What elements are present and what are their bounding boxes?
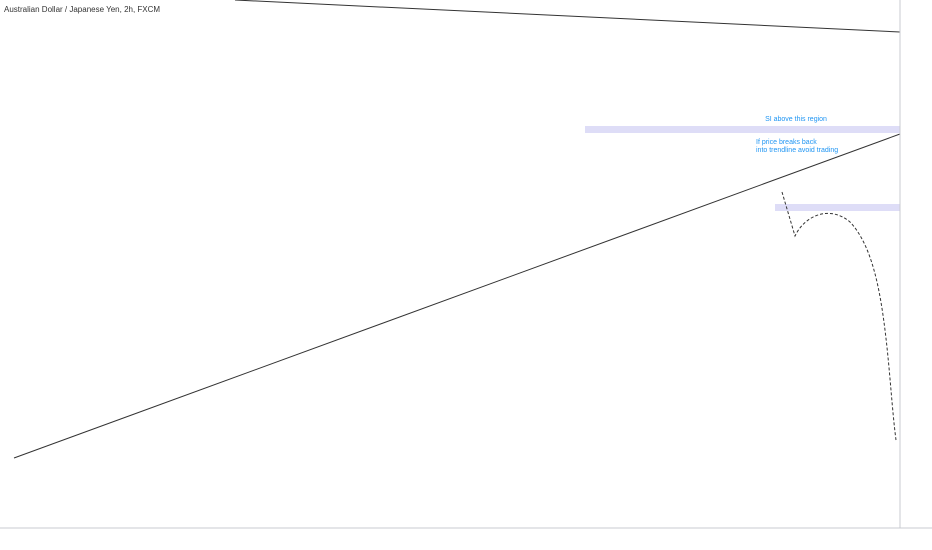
annotation: If price breaks back [756,139,817,146]
support-zone [775,204,900,211]
annotation: into trendline avoid trading [756,147,838,154]
annotation: SI above this region [765,116,827,123]
upper-trendline [234,0,901,33]
resistance-zone [585,126,900,133]
projection-path [781,191,897,441]
trendline [13,133,901,459]
chart-title: Australian Dollar / Japanese Yen, 2h, FX… [4,5,160,14]
